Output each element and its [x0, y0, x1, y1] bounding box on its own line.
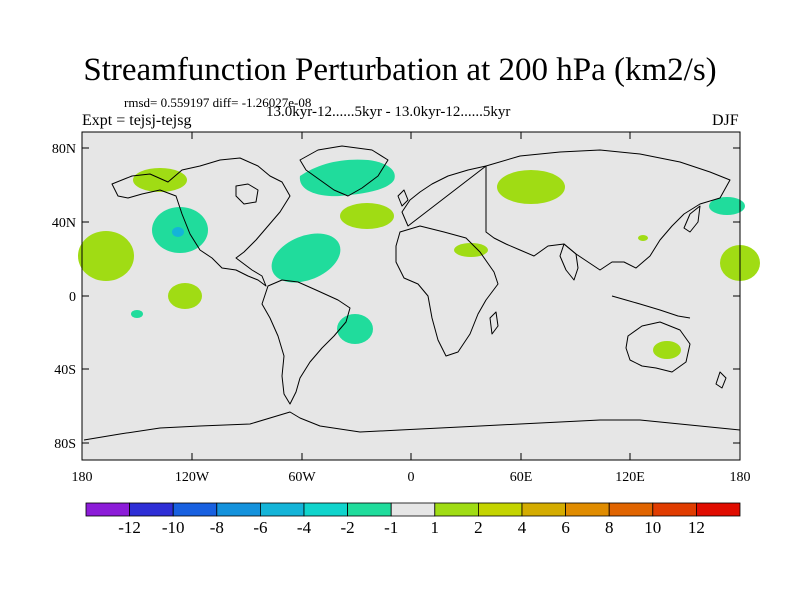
colorbar-box	[434, 502, 479, 517]
colorbar-label: 8	[605, 518, 614, 537]
colorbar-label: -10	[162, 518, 185, 537]
colorbar-label: -1	[384, 518, 398, 537]
patch-positive	[454, 243, 488, 257]
lon-label: 0	[408, 470, 415, 485]
colorbar-label: 2	[474, 518, 483, 537]
lon-ticks	[191, 132, 631, 460]
lat-label: 0	[69, 290, 76, 305]
coast-north-america	[111, 157, 291, 287]
patch-positive	[168, 283, 202, 309]
lat-labels: 80N 40N 0 40S 80S	[52, 142, 76, 452]
coast-india	[559, 243, 579, 281]
lon-label: 60E	[510, 470, 533, 485]
coast-uk	[397, 189, 409, 207]
colorbar-label: -8	[210, 518, 224, 537]
plot-title: Streamfunction Perturbation at 200 hPa (…	[83, 52, 717, 88]
lat-label: 80S	[54, 437, 76, 452]
colorbar-label: -2	[341, 518, 355, 537]
colorbar-box	[477, 502, 523, 517]
colorbar-box	[696, 502, 741, 517]
colorbar-box	[347, 502, 392, 517]
coast-madagascar	[489, 311, 499, 335]
patch-negative	[131, 310, 143, 318]
patch-positive	[133, 168, 187, 192]
colorbar-box	[172, 502, 218, 517]
patch-positive	[340, 203, 394, 229]
patch-negative	[709, 197, 745, 215]
colorbar-label: 1	[431, 518, 440, 537]
lat-label: 80N	[52, 142, 76, 157]
lon-labels: 180 120W 60W 0 60E 120E 180	[72, 470, 751, 485]
colorbar-box	[521, 502, 566, 517]
coast-new-zealand	[715, 371, 727, 389]
colorbar-box	[216, 502, 261, 517]
patch-positive	[638, 235, 648, 241]
colorbar-label: 4	[518, 518, 527, 537]
colorbar-box	[129, 502, 174, 517]
coast-greenland	[299, 145, 389, 197]
colorbar-label: -12	[118, 518, 141, 537]
coast-south-america	[261, 279, 351, 405]
colorbar-box	[652, 502, 697, 517]
patch-negative	[271, 233, 341, 283]
coast-hudson-bay	[235, 183, 259, 205]
lat-ticks	[82, 147, 740, 444]
patch-strong-negative	[172, 227, 184, 237]
colorbar-box	[303, 502, 348, 517]
colorbar-label: -6	[253, 518, 267, 537]
lon-label: 60W	[288, 470, 316, 485]
colorbar-box	[390, 502, 436, 517]
coastlines	[83, 145, 741, 441]
experiment-subtitle: 13.0kyr-12......5kyr - 13.0kyr-12......5…	[266, 104, 511, 120]
patch-negative	[299, 159, 395, 197]
colorbar-label: 6	[561, 518, 570, 537]
colorbar-labels: -12 -10 -8 -6 -4 -2 -1 1 2 4 6 8 10 12	[118, 518, 705, 537]
patch-positive	[78, 231, 134, 281]
colorbar	[85, 502, 741, 517]
coast-indonesia	[611, 295, 691, 319]
coast-asia	[485, 149, 731, 271]
coast-australia	[625, 321, 691, 373]
lon-label: 120E	[615, 470, 645, 485]
coast-africa	[395, 225, 499, 357]
lon-label: 120W	[175, 470, 210, 485]
colorbar-label: -4	[297, 518, 312, 537]
coast-antarctica	[83, 411, 741, 441]
coast-europe	[401, 165, 487, 227]
coast-japan	[683, 205, 701, 233]
lon-label: 180	[72, 470, 93, 485]
patch-negative	[337, 314, 373, 344]
colorbar-box	[259, 502, 305, 517]
patch-positive	[653, 341, 681, 359]
stats-text: rmsd= 0.559197 diff= -1.26027e-08	[124, 95, 312, 110]
colorbar-box	[85, 502, 130, 517]
patch-positive	[497, 170, 565, 204]
colorbar-label: 10	[644, 518, 661, 537]
lat-label: 40S	[54, 363, 76, 378]
colorbar-box	[608, 502, 654, 517]
colorbar-label: 12	[688, 518, 705, 537]
lat-label: 40N	[52, 216, 76, 231]
lon-label: 180	[730, 470, 751, 485]
colorbar-box	[565, 502, 610, 517]
season-label: DJF	[712, 112, 739, 129]
anomaly-patches	[78, 159, 760, 359]
expt-label: Expt = tejsj-tejsg	[82, 112, 192, 129]
